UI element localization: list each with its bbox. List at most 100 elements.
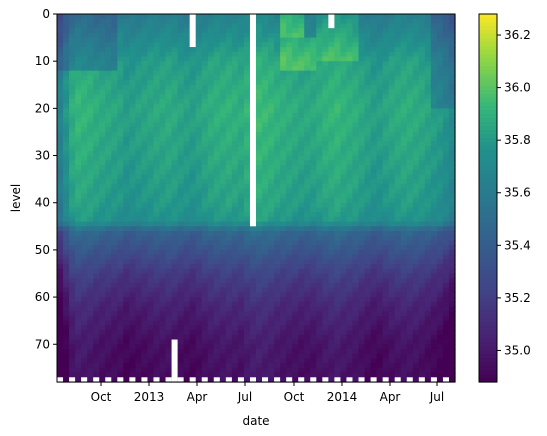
heatmap-cell	[322, 37, 329, 43]
heatmap-cell	[237, 306, 245, 312]
heatmap-cell	[358, 98, 366, 105]
heatmap-cell	[207, 18, 215, 25]
heatmap-cell	[436, 155, 444, 161]
heatmap-cell	[207, 306, 215, 312]
heatmap-cell	[298, 367, 305, 374]
heatmap-cell	[129, 179, 136, 185]
heatmap-cell	[418, 287, 426, 293]
heatmap-cell	[63, 183, 70, 190]
heatmap-cell	[183, 32, 191, 39]
heatmap-cell	[207, 226, 215, 232]
heatmap-cell	[183, 56, 191, 62]
heatmap-cell	[400, 330, 408, 336]
heatmap-cell	[225, 70, 233, 76]
heatmap-cell	[225, 94, 233, 100]
heatmap-cell	[147, 339, 155, 345]
heatmap-cell	[171, 28, 179, 34]
heatmap-cell	[280, 75, 287, 81]
heatmap-cell	[412, 70, 420, 76]
heatmap-cell	[153, 160, 161, 166]
heatmap-cell	[268, 198, 275, 204]
heatmap-cell	[159, 28, 167, 34]
heatmap-cell	[334, 141, 342, 147]
heatmap-cell	[394, 315, 402, 322]
heatmap-cell	[141, 160, 149, 166]
heatmap-cell	[430, 75, 438, 81]
heatmap-cell	[93, 61, 100, 67]
heatmap-cell	[93, 188, 100, 194]
heatmap-cell	[268, 84, 275, 91]
heatmap-cell	[165, 249, 173, 256]
heatmap-cell	[117, 278, 124, 284]
heatmap-cell	[358, 268, 366, 275]
heatmap-cell	[69, 339, 76, 345]
heatmap-cell	[412, 146, 420, 152]
heatmap-cell	[364, 37, 372, 43]
heatmap-cell	[286, 207, 293, 213]
heatmap-cell	[189, 226, 197, 232]
heatmap-cell	[310, 301, 317, 308]
heatmap-cell	[268, 32, 275, 39]
heatmap-cell	[129, 122, 136, 128]
heatmap-cell	[93, 174, 100, 180]
heatmap-cell	[195, 14, 203, 20]
heatmap-cell	[243, 311, 251, 317]
heatmap-cell	[183, 292, 191, 298]
heatmap-cell	[400, 297, 408, 303]
heatmap-cell	[340, 264, 348, 270]
heatmap-cell	[117, 330, 124, 336]
heatmap-cell	[424, 367, 432, 374]
heatmap-cell	[213, 216, 221, 223]
heatmap-cell	[75, 254, 82, 260]
heatmap-cell	[436, 311, 444, 317]
heatmap-cell	[159, 377, 167, 383]
heatmap-cell	[177, 226, 185, 232]
heatmap-cell	[135, 103, 143, 109]
heatmap-cell	[376, 202, 384, 209]
heatmap-cell	[231, 89, 239, 95]
heatmap-cell	[316, 117, 323, 124]
heatmap-cell	[105, 259, 112, 265]
heatmap-cell	[237, 231, 245, 237]
heatmap-cell	[87, 353, 94, 360]
heatmap-cell	[165, 264, 173, 270]
heatmap-cell	[388, 136, 396, 142]
heatmap-cell	[57, 28, 64, 34]
heatmap-cell	[123, 164, 130, 171]
heatmap-cell	[141, 98, 149, 105]
heatmap-cell	[63, 198, 70, 204]
heatmap-cell	[153, 212, 161, 218]
heatmap-cell	[69, 155, 76, 161]
heatmap-cell	[364, 141, 372, 147]
heatmap-cell	[99, 311, 106, 317]
heatmap-cell	[388, 174, 396, 180]
heatmap-cell	[310, 339, 317, 345]
heatmap-cell	[57, 103, 64, 109]
heatmap-cell	[165, 254, 173, 260]
heatmap-cell	[225, 75, 233, 81]
heatmap-cell	[418, 164, 426, 171]
heatmap-cell	[268, 202, 275, 209]
heatmap-cell	[358, 61, 366, 67]
heatmap-cell	[153, 47, 161, 53]
heatmap-cell	[316, 42, 323, 48]
heatmap-cell	[334, 193, 342, 199]
heatmap-cell	[231, 198, 239, 204]
heatmap-cell	[201, 216, 209, 223]
heatmap-cell	[147, 363, 155, 369]
heatmap-cell	[207, 122, 215, 128]
heatmap-cell	[231, 188, 239, 194]
heatmap-cell	[99, 254, 106, 260]
heatmap-cell	[93, 221, 100, 227]
heatmap-cell	[370, 94, 378, 100]
heatmap-cell	[268, 235, 275, 242]
heatmap-cell	[135, 226, 143, 232]
heatmap-cell	[147, 155, 155, 161]
heatmap-cell	[219, 358, 227, 364]
heatmap-cell	[123, 18, 130, 25]
heatmap-cell	[63, 377, 70, 383]
heatmap-cell	[237, 23, 245, 29]
heatmap-cell	[334, 28, 342, 34]
heatmap-cell	[87, 84, 94, 91]
heatmap-cell	[201, 315, 209, 322]
